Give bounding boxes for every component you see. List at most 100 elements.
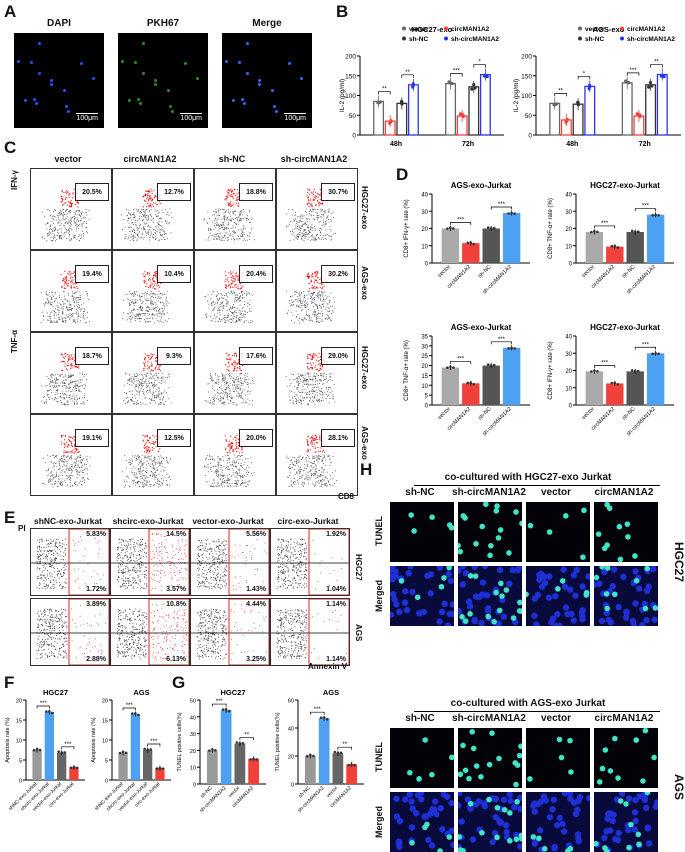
- event-dot: [79, 467, 80, 468]
- event-dot: [65, 385, 66, 386]
- event-dot: [225, 211, 226, 212]
- event-dot: [241, 392, 242, 393]
- event-dot: [240, 386, 241, 387]
- gated-event-dot: [319, 194, 320, 195]
- event-dot: [162, 466, 163, 467]
- event-dot: [76, 397, 77, 398]
- gated-event-dot: [228, 204, 229, 205]
- event-dot: [71, 470, 72, 471]
- event-dot: [235, 379, 236, 380]
- event-dot: [51, 479, 52, 480]
- event-dot: [329, 296, 330, 297]
- event-dot: [292, 214, 293, 215]
- gated-event-dot: [150, 443, 151, 444]
- event-dot: [230, 211, 231, 212]
- event-dot: [137, 478, 138, 479]
- event-dot: [151, 460, 152, 461]
- gated-event-dot: [64, 358, 65, 359]
- event-dot: [141, 385, 142, 386]
- event-dot: [300, 230, 301, 231]
- event-dot: [67, 476, 68, 477]
- event-dot: [69, 476, 70, 477]
- flow-scatter: [113, 333, 193, 413]
- gated-event-dot: [147, 361, 148, 362]
- event-dot: [127, 294, 128, 295]
- event-dot: [317, 209, 318, 210]
- event-dot: [317, 234, 318, 235]
- event-dot: [164, 313, 165, 314]
- event-dot: [330, 379, 331, 380]
- event-dot: [299, 402, 300, 403]
- event-dot: [241, 463, 242, 464]
- gated-event-dot: [71, 355, 72, 356]
- event-dot: [135, 301, 136, 302]
- event-dot: [147, 386, 148, 387]
- event-dot: [214, 482, 215, 483]
- gated-event-dot: [230, 270, 231, 271]
- event-dot: [322, 394, 323, 395]
- event-dot: [158, 456, 159, 457]
- event-dot: [50, 379, 51, 380]
- gated-event-dot: [242, 285, 243, 286]
- event-dot: [63, 225, 64, 226]
- event-dot: [327, 319, 328, 320]
- event-dot: [238, 455, 239, 456]
- event-dot: [60, 467, 61, 468]
- event-dot: [318, 386, 319, 387]
- event-dot: [300, 395, 301, 396]
- event-dot: [244, 304, 245, 305]
- event-dot: [232, 380, 233, 381]
- event-dot: [228, 315, 229, 316]
- event-dot: [236, 462, 237, 463]
- event-dot: [333, 396, 334, 397]
- event-dot: [131, 463, 132, 464]
- gated-event-dot: [226, 285, 227, 286]
- gated-event-dot: [228, 370, 229, 371]
- event-dot: [79, 215, 80, 216]
- gated-event-dot: [235, 287, 236, 288]
- event-dot: [163, 305, 164, 306]
- gated-event-dot: [308, 363, 309, 364]
- event-dot: [289, 379, 290, 380]
- event-dot: [214, 396, 215, 397]
- event-dot: [51, 377, 52, 378]
- event-dot: [155, 397, 156, 398]
- event-dot: [79, 475, 80, 476]
- merge-micrograph: 100μm: [222, 33, 312, 128]
- event-dot: [226, 293, 227, 294]
- legend-marker: [402, 37, 406, 41]
- event-dot: [68, 307, 69, 308]
- event-dot: [221, 388, 222, 389]
- event-dot: [311, 301, 312, 302]
- event-dot: [311, 293, 312, 294]
- event-dot: [55, 477, 56, 478]
- event-dot: [56, 455, 57, 456]
- event-dot: [141, 476, 142, 477]
- event-dot: [124, 486, 125, 487]
- event-dot: [208, 237, 209, 238]
- gated-event-dot: [311, 206, 312, 207]
- gated-event-dot: [75, 448, 76, 449]
- event-dot: [73, 462, 74, 463]
- gated-event-dot: [66, 442, 67, 443]
- event-dot: [71, 229, 72, 230]
- event-dot: [247, 458, 248, 459]
- event-dot: [86, 322, 87, 323]
- event-dot: [240, 213, 241, 214]
- gated-event-dot: [147, 435, 148, 436]
- event-dot: [295, 212, 296, 213]
- gated-event-dot: [235, 353, 236, 354]
- event-dot: [211, 380, 212, 381]
- event-dot: [304, 295, 305, 296]
- event-dot: [71, 475, 72, 476]
- event-dot: [319, 383, 320, 384]
- event-dot: [219, 312, 220, 313]
- event-dot: [227, 315, 228, 316]
- event-dot: [224, 404, 225, 405]
- event-dot: [149, 392, 150, 393]
- event-dot: [132, 238, 133, 239]
- event-dot: [307, 392, 308, 393]
- event-dot: [53, 455, 54, 456]
- event-dot: [143, 215, 144, 216]
- event-dot: [133, 309, 134, 310]
